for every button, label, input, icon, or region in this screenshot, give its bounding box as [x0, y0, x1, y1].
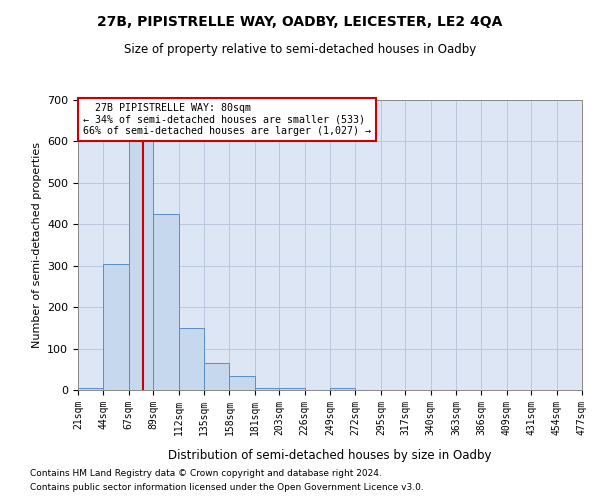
Bar — [103, 264, 129, 390]
Bar — [78, 388, 103, 390]
Text: Contains HM Land Registry data © Crown copyright and database right 2024.: Contains HM Land Registry data © Crown c… — [30, 468, 382, 477]
Bar — [204, 363, 229, 390]
Y-axis label: Number of semi-detached properties: Number of semi-detached properties — [32, 142, 41, 348]
Text: 27B PIPISTRELLE WAY: 80sqm
← 34% of semi-detached houses are smaller (533)
66% o: 27B PIPISTRELLE WAY: 80sqm ← 34% of semi… — [83, 103, 371, 136]
Text: Contains public sector information licensed under the Open Government Licence v3: Contains public sector information licen… — [30, 484, 424, 492]
Bar — [129, 132, 153, 390]
Bar — [330, 388, 355, 390]
Text: Distribution of semi-detached houses by size in Oadby: Distribution of semi-detached houses by … — [168, 448, 492, 462]
Bar — [153, 214, 179, 390]
Text: Size of property relative to semi-detached houses in Oadby: Size of property relative to semi-detach… — [124, 42, 476, 56]
Text: 27B, PIPISTRELLE WAY, OADBY, LEICESTER, LE2 4QA: 27B, PIPISTRELLE WAY, OADBY, LEICESTER, … — [97, 15, 503, 29]
Bar — [279, 388, 305, 390]
Bar — [229, 376, 255, 390]
Bar — [179, 328, 204, 390]
Bar — [255, 388, 279, 390]
